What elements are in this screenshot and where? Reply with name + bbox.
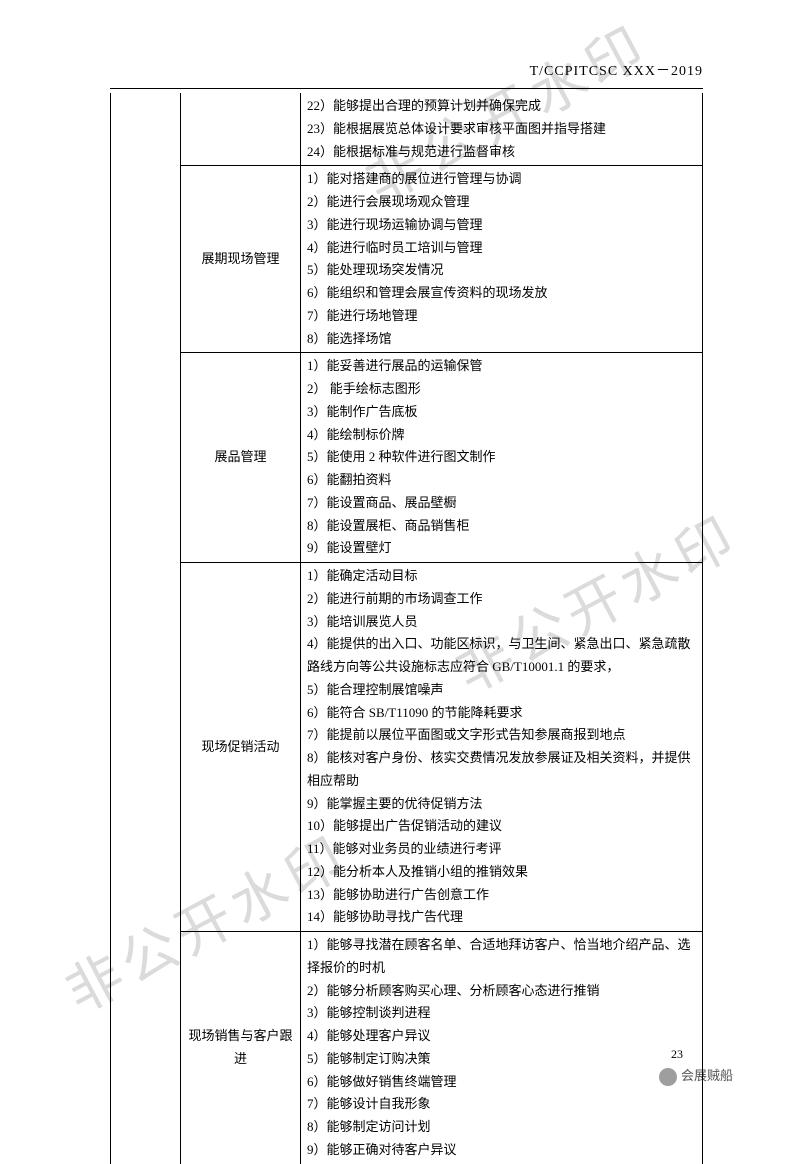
item: 7）能够设计自我形象 bbox=[307, 1093, 696, 1116]
item: 2）能进行前期的市场调查工作 bbox=[307, 588, 696, 611]
item: 3）能培训展览人员 bbox=[307, 611, 696, 634]
item: 2）能够分析顾客购买心理、分析顾客心态进行推销 bbox=[307, 980, 696, 1003]
item: 2） 能手绘标志图形 bbox=[307, 378, 696, 401]
item: 24）能根据标准与规范进行监督审核 bbox=[307, 141, 696, 164]
table-row: 现场促销活动 1）能确定活动目标 2）能进行前期的市场调查工作 3）能培训展览人… bbox=[111, 563, 703, 932]
section-label: 现场销售与客户跟进 bbox=[181, 932, 301, 1164]
section-label: 展品管理 bbox=[181, 353, 301, 563]
item: 4）能进行临时员工培训与管理 bbox=[307, 237, 696, 260]
item: 6）能翻拍资料 bbox=[307, 469, 696, 492]
item: 6）能符合 SB/T11090 的节能降耗要求 bbox=[307, 702, 696, 725]
item: 22）能够提出合理的预算计划并确保完成 bbox=[307, 95, 696, 118]
item: 6）能组织和管理会展宣传资料的现场发放 bbox=[307, 282, 696, 305]
doc-header: T/CCPITCSC XXX－2019 bbox=[110, 60, 703, 80]
section-items: 22）能够提出合理的预算计划并确保完成 23）能根据展览总体设计要求审核平面图并… bbox=[301, 93, 703, 166]
item: 13）能够协助进行广告创意工作 bbox=[307, 884, 696, 907]
item: 1）能确定活动目标 bbox=[307, 565, 696, 588]
col1-blank bbox=[111, 166, 181, 353]
item: 14）能够协助寻找广告代理 bbox=[307, 906, 696, 929]
table-row: 展品管理 1）能妥善进行展品的运输保管 2） 能手绘标志图形 3）能制作广告底板… bbox=[111, 353, 703, 563]
item: 8）能核对客户身份、核实交费情况发放参展证及相关资料，并提供相应帮助 bbox=[307, 747, 696, 793]
item: 2）能进行会展现场观众管理 bbox=[307, 191, 696, 214]
item: 10）能够提出广告促销活动的建议 bbox=[307, 815, 696, 838]
skills-table: 22）能够提出合理的预算计划并确保完成 23）能根据展览总体设计要求审核平面图并… bbox=[110, 93, 703, 1164]
section-items: 1）能确定活动目标 2）能进行前期的市场调查工作 3）能培训展览人员 4）能提供… bbox=[301, 563, 703, 932]
item: 1）能对搭建商的展位进行管理与协调 bbox=[307, 168, 696, 191]
item: 7）能设置商品、展品壁橱 bbox=[307, 492, 696, 515]
table-row: 22）能够提出合理的预算计划并确保完成 23）能根据展览总体设计要求审核平面图并… bbox=[111, 93, 703, 166]
item: 9）能设置壁灯 bbox=[307, 537, 696, 560]
item: 5）能合理控制展馆噪声 bbox=[307, 679, 696, 702]
item: 3）能进行现场运输协调与管理 bbox=[307, 214, 696, 237]
section-items: 1）能妥善进行展品的运输保管 2） 能手绘标志图形 3）能制作广告底板 4）能绘… bbox=[301, 353, 703, 563]
item: 9）能够正确对待客户异议 bbox=[307, 1139, 696, 1162]
item: 4）能提供的出入口、功能区标识，与卫生间、紧急出口、紧急疏散路线方向等公共设施标… bbox=[307, 633, 696, 679]
col1-blank bbox=[111, 563, 181, 932]
item: 6）能够做好销售终端管理 bbox=[307, 1071, 696, 1094]
item: 5）能够制定订购决策 bbox=[307, 1048, 696, 1071]
item: 7）能提前以展位平面图或文字形式告知参展商报到地点 bbox=[307, 724, 696, 747]
item: 4）能绘制标价牌 bbox=[307, 424, 696, 447]
item: 5）能使用 2 种软件进行图文制作 bbox=[307, 446, 696, 469]
col1-blank bbox=[111, 932, 181, 1164]
item: 7）能进行场地管理 bbox=[307, 305, 696, 328]
section-items: 1）能够寻找潜在顾客名单、合适地拜访客户、恰当地介绍产品、选择报价的时机 2）能… bbox=[301, 932, 703, 1164]
item: 1）能够寻找潜在顾客名单、合适地拜访客户、恰当地介绍产品、选择报价的时机 bbox=[307, 934, 696, 980]
item: 23）能根据展览总体设计要求审核平面图并指导搭建 bbox=[307, 118, 696, 141]
col1-blank bbox=[111, 93, 181, 166]
item: 12）能分析本人及推销小组的推销效果 bbox=[307, 861, 696, 884]
item: 5）能处理现场突发情况 bbox=[307, 259, 696, 282]
section-label: 现场促销活动 bbox=[181, 563, 301, 932]
section-items: 1）能对搭建商的展位进行管理与协调 2）能进行会展现场观众管理 3）能进行现场运… bbox=[301, 166, 703, 353]
item: 9）能掌握主要的优待促销方法 bbox=[307, 793, 696, 816]
item: 3）能制作广告底板 bbox=[307, 401, 696, 424]
item: 8）能够制定访问计划 bbox=[307, 1116, 696, 1139]
item: 8）能设置展柜、商品销售柜 bbox=[307, 515, 696, 538]
table-row: 展期现场管理 1）能对搭建商的展位进行管理与协调 2）能进行会展现场观众管理 3… bbox=[111, 166, 703, 353]
item: 4）能够处理客户异议 bbox=[307, 1025, 696, 1048]
item: 11）能够对业务员的业绩进行考评 bbox=[307, 838, 696, 861]
item: 1）能妥善进行展品的运输保管 bbox=[307, 355, 696, 378]
item: 3）能够控制谈判进程 bbox=[307, 1002, 696, 1025]
item: 8）能选择场馆 bbox=[307, 328, 696, 351]
section-label: 展期现场管理 bbox=[181, 166, 301, 353]
table-row: 现场销售与客户跟进 1）能够寻找潜在顾客名单、合适地拜访客户、恰当地介绍产品、选… bbox=[111, 932, 703, 1164]
col1-blank bbox=[111, 353, 181, 563]
section-label bbox=[181, 93, 301, 166]
header-rule bbox=[110, 88, 703, 89]
